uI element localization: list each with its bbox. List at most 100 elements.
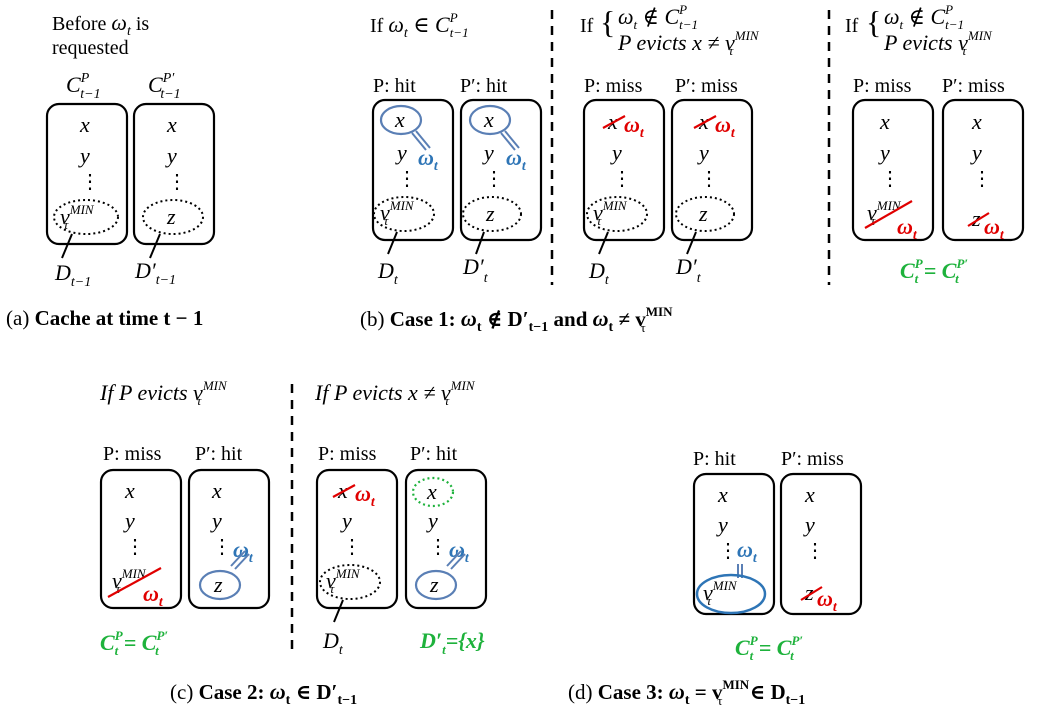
panel-d: P: hit P′: miss x y ⋮ ωt vMIN τ x y ⋮ z ω… xyxy=(568,448,863,708)
hit-circle-vmin xyxy=(695,573,767,615)
svg-text:x: x xyxy=(426,479,437,504)
pointer-d xyxy=(61,233,73,259)
svg-text:y: y xyxy=(878,140,890,165)
svg-text:⋮: ⋮ xyxy=(612,168,632,190)
svg-text:y: y xyxy=(340,508,352,533)
svg-text:x: x xyxy=(698,109,709,134)
svg-text:y: y xyxy=(803,512,815,537)
pointer-dprime xyxy=(149,233,161,259)
case1b-if: If xyxy=(580,15,594,37)
hit-pprime: P′: hit xyxy=(460,75,508,97)
svg-text:y: y xyxy=(697,140,709,165)
label-dprime: D′t−1 xyxy=(134,258,176,288)
svg-text:y: y xyxy=(610,140,622,165)
svg-text:z: z xyxy=(213,572,223,597)
label-d: Dt−1 xyxy=(54,260,91,290)
svg-text:Dt: Dt xyxy=(322,628,344,658)
svg-text:y: y xyxy=(716,512,728,537)
equality-green-c: CP t = CP′ t xyxy=(100,628,168,658)
dots: ⋮ xyxy=(397,168,417,190)
evicted-z: z xyxy=(971,206,981,231)
dotted-ellipse-vmin xyxy=(53,199,119,235)
hit-circle-x-2 xyxy=(468,104,512,136)
svg-text:ωt: ωt xyxy=(355,481,376,510)
case2b-condition: If P evicts x ≠ vMIN τ xyxy=(314,378,476,408)
svg-text:⋮: ⋮ xyxy=(880,168,900,190)
cache-box-1c-pp xyxy=(941,98,1025,242)
item-x: x xyxy=(79,112,90,137)
dotted-ellipse-z xyxy=(142,199,204,235)
case1c-if: If xyxy=(845,15,859,37)
item-y-2: y xyxy=(482,140,494,165)
svg-text:y: y xyxy=(970,140,982,165)
panel-b: If ωt ∈ CP t−1 P: hit P′: hit x y ωt ⋮ vM… xyxy=(360,2,1025,335)
case1c-line1: ωt ∉ CP t−1 xyxy=(884,2,964,32)
svg-text:ωt: ωt xyxy=(897,214,918,243)
brace-2: { xyxy=(866,4,881,40)
before-requested-line2: requested xyxy=(52,37,129,59)
item-z: z xyxy=(166,204,176,229)
svg-text:⋮: ⋮ xyxy=(428,536,448,558)
cache-box-2b-pp xyxy=(404,468,488,610)
svg-text:P: miss: P: miss xyxy=(318,443,377,465)
evicted-x: x xyxy=(607,109,618,134)
case1b-line1: ωt ∉ CP t−1 xyxy=(618,2,698,32)
svg-text:z: z xyxy=(698,201,708,226)
svg-text:ωt: ωt xyxy=(449,537,470,566)
svg-text:ωt: ωt xyxy=(817,586,838,615)
svg-text:⋮: ⋮ xyxy=(972,168,992,190)
svg-text:z: z xyxy=(804,580,814,605)
svg-text:y: y xyxy=(426,508,438,533)
hit-circle-x xyxy=(379,104,423,136)
omega-t-blue-2: ωt xyxy=(506,145,527,174)
dots-2: ⋮ xyxy=(167,171,187,193)
item-vmin: vMIN τ xyxy=(60,202,95,232)
equality-green-d: CP t = CP′ t xyxy=(735,633,803,663)
miss-p: P: miss xyxy=(584,75,643,97)
svg-text:⋮: ⋮ xyxy=(125,536,145,558)
cache-box-1a-pp xyxy=(459,98,543,242)
panel-c: If P evicts vMIN τ P: miss P′: hit x y ⋮ … xyxy=(99,378,488,708)
svg-text:x: x xyxy=(804,482,815,507)
green-dotted-x xyxy=(411,476,455,508)
cache-box-2a-p xyxy=(99,468,183,610)
dotted-ellipse-z xyxy=(462,196,522,232)
dots: ⋮ xyxy=(80,171,100,193)
item-z: z xyxy=(485,201,495,226)
cache-label-p: CP t−1 xyxy=(66,71,101,102)
svg-text:x: x xyxy=(717,482,728,507)
before-requested-line1: Before ωt is xyxy=(52,10,149,39)
svg-text:x: x xyxy=(971,109,982,134)
dots-2: ⋮ xyxy=(484,168,504,190)
svg-text:ωt: ωt xyxy=(984,214,1005,243)
svg-text:Dt: Dt xyxy=(588,258,610,288)
svg-text:ωt: ωt xyxy=(715,112,736,141)
caption-a: (a) Cache at time t − 1 xyxy=(6,306,203,330)
svg-text:ωt: ωt xyxy=(143,581,164,610)
cache-box-p xyxy=(45,102,129,246)
cache-label-pprime: CP′ t−1 xyxy=(148,71,181,102)
svg-text:⋮: ⋮ xyxy=(699,168,719,190)
label-dprime-t: D′t xyxy=(462,254,489,286)
svg-text:⋮: ⋮ xyxy=(212,536,232,558)
item-x: x xyxy=(394,107,405,132)
svg-text:y: y xyxy=(210,508,222,533)
dotted-ellipse-vmin xyxy=(373,196,435,232)
hit-circle-z xyxy=(198,569,242,601)
omega-t-red: ωt xyxy=(624,112,645,141)
svg-text:⋮: ⋮ xyxy=(342,536,362,558)
miss-pprime: P′: miss xyxy=(675,75,738,97)
brace-1: { xyxy=(600,4,615,40)
item-x-2: x xyxy=(166,112,177,137)
svg-text:x: x xyxy=(879,109,890,134)
case1c-line2: P evicts vMIN τ xyxy=(883,28,993,58)
omega-t-blue: ωt xyxy=(418,145,439,174)
label-dt: Dt xyxy=(377,258,399,288)
svg-text:y: y xyxy=(123,508,135,533)
case1a-condition: If ωt ∈ CP t−1 xyxy=(370,10,469,41)
svg-text:P′: miss: P′: miss xyxy=(942,75,1005,97)
svg-text:P: miss: P: miss xyxy=(103,443,162,465)
